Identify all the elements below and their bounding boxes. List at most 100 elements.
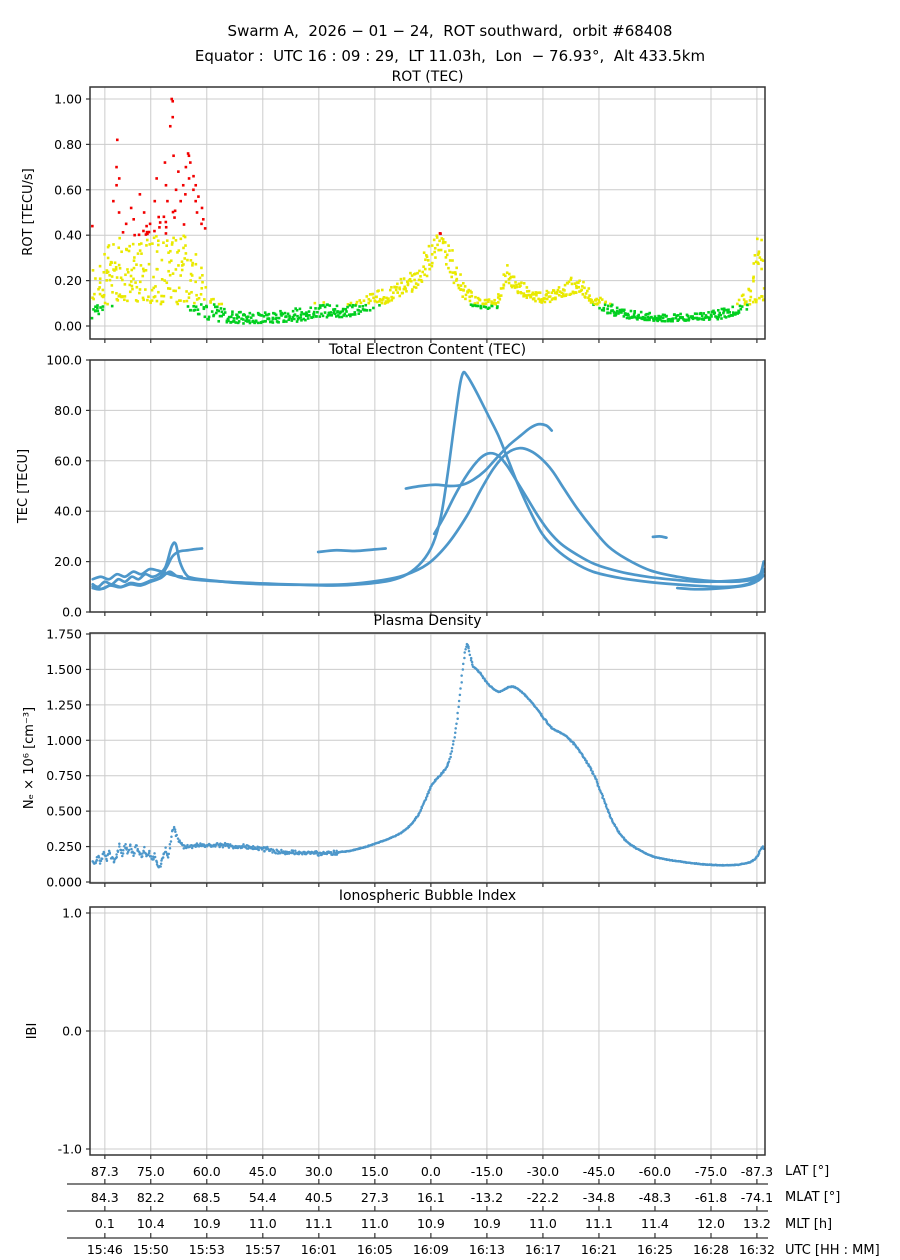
rot-point [115, 183, 118, 187]
rot-point [359, 310, 363, 313]
rot-point [189, 279, 192, 282]
ylabel-plasma: Nₑ × 10⁶ [cm⁻³] [22, 706, 37, 810]
rot-point [577, 281, 580, 284]
rot-point [760, 238, 763, 242]
ne-point [133, 852, 136, 855]
y-tick-label: 0.20 [54, 273, 82, 288]
rot-point [184, 244, 187, 247]
rot-point [232, 317, 236, 320]
rot-point [481, 302, 485, 306]
rot-point [717, 315, 720, 319]
rot-point [723, 315, 727, 318]
ne-point [99, 859, 103, 863]
rot-point [157, 239, 160, 243]
rot-point [677, 318, 681, 321]
x-tick-label: -45.0 [583, 1164, 615, 1179]
rot-point [420, 280, 424, 283]
rot-point [113, 269, 116, 272]
ne-point [123, 844, 126, 848]
rot-point [610, 304, 613, 308]
x-tick-label: 16:13 [469, 1242, 505, 1257]
rot-point [318, 304, 322, 307]
rot-point [422, 265, 425, 268]
rot-point [560, 291, 564, 295]
rot-point [611, 309, 614, 312]
rot-point [171, 115, 175, 119]
ne-point [592, 772, 595, 776]
rot-point [749, 295, 753, 299]
rot-point [157, 243, 160, 247]
rot-point [227, 319, 230, 323]
rot-point [437, 248, 440, 252]
rot-point [152, 286, 156, 290]
rot-point [349, 314, 352, 318]
rot-point [424, 258, 427, 262]
rot-point [623, 308, 626, 312]
rot-point [295, 308, 299, 312]
rot-point [755, 300, 758, 304]
ne-point [459, 687, 462, 690]
rot-point [710, 315, 713, 318]
ne-point [130, 847, 133, 851]
rot-point [316, 310, 319, 314]
rot-point [281, 312, 285, 316]
rot-point [625, 316, 629, 320]
rot-point [269, 320, 272, 324]
rot-point [155, 234, 158, 238]
ne-scatter [91, 642, 766, 869]
panel-title-tec: Total Electron Content (TEC) [328, 342, 527, 358]
rot-point [543, 297, 547, 300]
rot-point [381, 298, 384, 302]
rot-point [341, 309, 345, 313]
rot-point [394, 288, 398, 292]
rot-point [396, 291, 400, 294]
rot-point [168, 273, 172, 277]
rot-point [113, 261, 117, 265]
rot-point [139, 264, 143, 267]
rot-point [663, 313, 666, 317]
rot-point [328, 304, 332, 307]
rot-point [598, 306, 601, 310]
rot-point [675, 314, 678, 317]
rot-point [115, 165, 118, 169]
rot-point [145, 224, 148, 228]
rot-point [201, 274, 204, 277]
rot-point [452, 281, 456, 285]
ne-point [182, 847, 186, 850]
ne-point [125, 848, 128, 851]
x-tick-label: -61.8 [695, 1190, 727, 1205]
rot-point [202, 307, 206, 311]
rot-point [365, 309, 369, 312]
rot-point [335, 304, 339, 308]
rot-point [737, 298, 741, 302]
rot-point [506, 264, 509, 267]
rot-point [171, 99, 175, 103]
rot-point [410, 274, 414, 277]
rot-point [138, 280, 142, 284]
rot-point [118, 236, 121, 240]
rot-point [114, 268, 118, 271]
rot-point [197, 296, 201, 300]
rot-point [714, 315, 717, 318]
rot-point [271, 321, 275, 324]
rot-point [510, 284, 513, 287]
ne-point [164, 846, 167, 849]
rot-point [185, 290, 188, 293]
rot-point [733, 313, 737, 316]
rot-point [632, 313, 636, 316]
rot-point [499, 287, 503, 290]
rot-point [106, 256, 110, 260]
panel-frame [89, 632, 766, 884]
rot-point [177, 286, 181, 290]
rot-point [282, 319, 286, 322]
rot-point [322, 303, 325, 307]
rot-point [184, 165, 188, 169]
rot-point [159, 302, 163, 306]
rot-point [538, 291, 542, 294]
rot-point [361, 308, 365, 311]
rot-point [176, 302, 180, 306]
rot-point [699, 312, 703, 316]
ne-point [464, 648, 467, 651]
rot-point [473, 302, 477, 305]
rot-point [97, 287, 100, 291]
